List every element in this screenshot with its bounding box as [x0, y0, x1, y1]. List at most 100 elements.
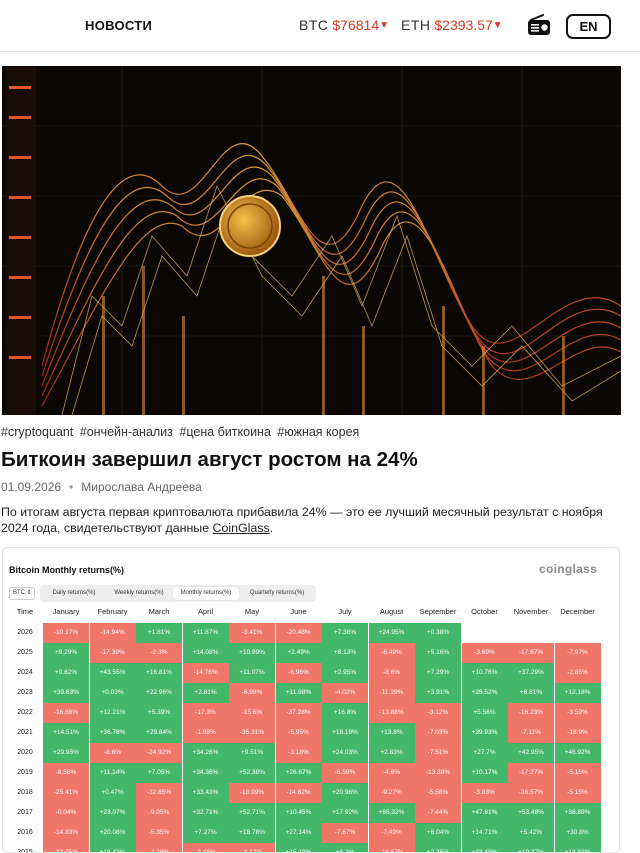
return-cell: +7.36%	[322, 623, 368, 643]
return-cell: +46.92%	[554, 743, 601, 763]
coin-select-value: BTC	[13, 590, 25, 596]
return-cell: -11.29%	[368, 683, 415, 703]
return-cell: +20.08%	[89, 823, 136, 843]
return-cell: -1.98%	[182, 723, 229, 743]
return-cell: +2.81%	[182, 683, 229, 703]
return-cell: +14.08%	[182, 643, 229, 663]
tab-weekly[interactable]: Weekly returns(%)	[114, 590, 164, 596]
widget-title: Bitcoin Monthly returns(%)	[9, 565, 124, 575]
coin-select[interactable]: BTC ⇕	[9, 587, 35, 600]
return-cell: -17.3%	[182, 703, 229, 723]
column-header: March	[148, 607, 170, 616]
return-cell: +53.48%	[508, 803, 554, 823]
return-cell: -3.17%	[229, 843, 275, 852]
return-cell: -16.68%	[43, 703, 89, 723]
return-cell: +11.87%	[182, 623, 229, 643]
return-cell: -7.51%	[415, 743, 461, 763]
return-cell: -18.9%	[554, 723, 601, 743]
column-header: June	[290, 607, 307, 616]
tab-quarterly[interactable]: Quarterly returns(%)	[249, 590, 305, 596]
return-cell: +0.62%	[43, 663, 89, 683]
column-header: January	[52, 607, 80, 616]
return-cell: -6.59%	[322, 763, 368, 783]
return-cell: +27.7%	[461, 743, 508, 763]
return-cell: -3.69%	[461, 643, 508, 663]
tag-link[interactable]: #ончейн-анализ	[79, 425, 173, 439]
tag-link[interactable]: #цена биткоина	[179, 425, 271, 439]
return-cell: +12.18%	[554, 683, 601, 703]
return-cell: +23.07%	[89, 803, 136, 823]
row-year: 2020	[17, 749, 33, 756]
radio-icon[interactable]	[527, 14, 551, 36]
return-cell: +14.71%	[461, 823, 508, 843]
return-cell: -8.6%	[89, 743, 136, 763]
return-cell: -6.98%	[229, 683, 275, 703]
tag-link[interactable]: #южная корея	[277, 425, 360, 439]
return-cell: +10.17%	[461, 763, 508, 783]
column-header: November	[513, 607, 549, 616]
return-cell: +36.78%	[89, 723, 136, 743]
tab-daily[interactable]: Daily returns(%)	[52, 590, 96, 596]
return-cell: +17.92%	[322, 803, 368, 823]
tag-link[interactable]: #cryptoquant	[1, 425, 74, 439]
return-cell: -3.12%	[415, 703, 461, 723]
return-cell: -17.39%	[89, 643, 136, 663]
article-lead: По итогам августа первая криптовалюта пр…	[1, 504, 631, 536]
eth-ticker[interactable]: ETH $2393.57▼	[401, 17, 503, 33]
return-cell: -25.41%	[43, 783, 89, 803]
return-cell: -35.31%	[229, 723, 275, 743]
return-cell: -8.58%	[43, 763, 89, 783]
row-year: 2017	[17, 809, 33, 816]
separator-dot: •	[69, 480, 74, 494]
return-cell: -10.17%	[43, 623, 89, 643]
return-cell: -5.58%	[415, 783, 461, 803]
return-cell: +32.71%	[182, 803, 229, 823]
return-cell: -7.67%	[322, 823, 368, 843]
return-cell: -9.05%	[136, 803, 182, 823]
return-cell: +2.35%	[415, 843, 461, 852]
return-cell: -36.57%	[508, 783, 554, 803]
return-cell: -14.83%	[43, 823, 89, 843]
return-cell: +47.81%	[461, 803, 508, 823]
column-header: May	[244, 607, 260, 616]
return-cell: -7.49%	[368, 823, 415, 843]
return-cell: -7.44%	[415, 803, 461, 823]
return-cell: +8.81%	[508, 683, 554, 703]
return-cell: -37.28%	[275, 703, 322, 723]
return-cell: -3.18%	[275, 743, 322, 763]
return-cell: +14.51%	[43, 723, 89, 743]
return-cell: -6.96%	[275, 663, 322, 683]
return-cell: +34.36%	[182, 763, 229, 783]
article-date: 01.09.2026	[1, 480, 62, 494]
return-cell: -13.88%	[368, 703, 415, 723]
return-cell: +43.55%	[89, 663, 136, 683]
return-cell: +9.51%	[229, 743, 275, 763]
coinglass-link[interactable]: CoinGlass	[212, 521, 270, 535]
row-year: 2016	[17, 829, 33, 836]
language-switch-button[interactable]: EN	[566, 14, 611, 39]
return-cell: -14.76%	[182, 663, 229, 683]
btc-symbol: BTC	[299, 17, 329, 33]
eth-symbol: ETH	[401, 17, 431, 33]
return-cell: -33.05%	[43, 843, 89, 852]
return-cell: -4.02%	[322, 683, 368, 703]
column-header: September	[419, 607, 457, 616]
return-cell: +20.96%	[322, 783, 368, 803]
tab-monthly[interactable]: Monthly returns(%)	[173, 587, 239, 600]
return-cell: -0.04%	[43, 803, 89, 823]
returns-period-tabs: Daily returns(%) Weekly returns(%) Month…	[40, 585, 316, 602]
article-author[interactable]: Мирослава Андреева	[81, 480, 202, 494]
return-cell: -15.6%	[229, 703, 275, 723]
nav-news-link[interactable]: НОВОСТИ	[85, 18, 153, 33]
return-cell: -14.62%	[275, 783, 322, 803]
return-cell: +16.81%	[136, 663, 182, 683]
return-cell: +65.32%	[368, 803, 415, 823]
return-cell: +22.96%	[136, 683, 182, 703]
column-header: October	[471, 607, 498, 616]
btc-ticker[interactable]: BTC $76814▼	[299, 17, 389, 33]
return-cell: +2.95%	[322, 663, 368, 683]
eth-price: $2393.57	[434, 17, 493, 33]
return-cell: -3.83%	[461, 783, 508, 803]
return-cell: +10.99%	[229, 643, 275, 663]
row-year: 2026	[17, 629, 33, 636]
